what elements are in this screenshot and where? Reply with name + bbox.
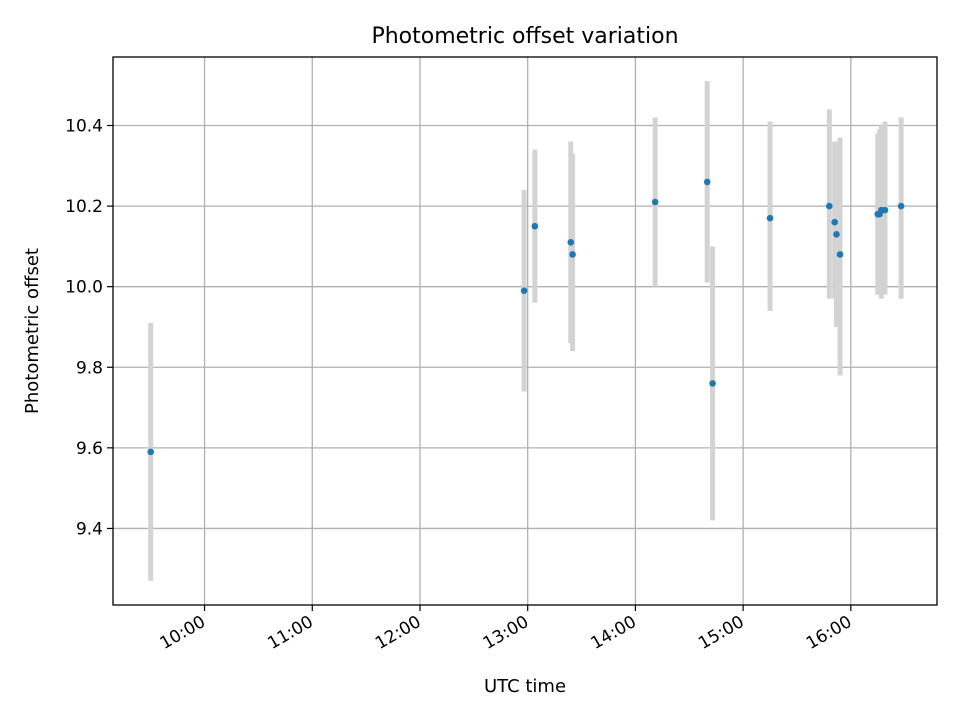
x-tick-label: 11:00 (264, 612, 316, 654)
data-point (147, 448, 154, 456)
y-tick-label: 9.4 (76, 519, 103, 539)
grid (113, 57, 937, 605)
data-point (897, 202, 905, 210)
data-point (531, 222, 539, 230)
errorbars (148, 81, 904, 581)
x-tick-label: 12:00 (372, 612, 424, 654)
data-point (831, 218, 838, 226)
y-axis-label: Photometric offset (22, 248, 43, 414)
y-axis-ticks: 9.4 9.6 9.8 10.0 10.2 10.4 (65, 117, 113, 539)
data-point (567, 239, 575, 246)
data-point (520, 287, 528, 295)
x-axis-ticks: 10:00 11:00 12:00 13:00 14:00 15:00 16:00 (157, 605, 855, 654)
data-point (703, 178, 711, 186)
data-point (825, 202, 833, 210)
data-point (833, 230, 840, 238)
data-point (709, 380, 716, 387)
x-tick-label: 16:00 (803, 612, 855, 654)
plot-frame (112, 56, 938, 606)
x-axis-label: UTC time (484, 676, 566, 697)
y-tick-label: 10.4 (65, 117, 103, 137)
data-points (147, 178, 905, 456)
x-tick-label: 13:00 (480, 612, 532, 654)
data-point (881, 206, 889, 214)
data-point (569, 251, 576, 258)
y-tick-label: 10.0 (65, 278, 103, 298)
x-tick-label: 15:00 (695, 612, 747, 654)
data-point (766, 214, 774, 222)
y-tick-label: 9.6 (76, 439, 103, 459)
y-tick-label: 9.8 (76, 358, 103, 378)
y-tick-label: 10.2 (65, 197, 103, 217)
x-tick-label: 10:00 (157, 612, 209, 654)
data-point (836, 251, 844, 258)
x-tick-label: 14:00 (587, 612, 639, 654)
chart-title: Photometric offset variation (371, 24, 678, 49)
data-point (651, 198, 659, 206)
